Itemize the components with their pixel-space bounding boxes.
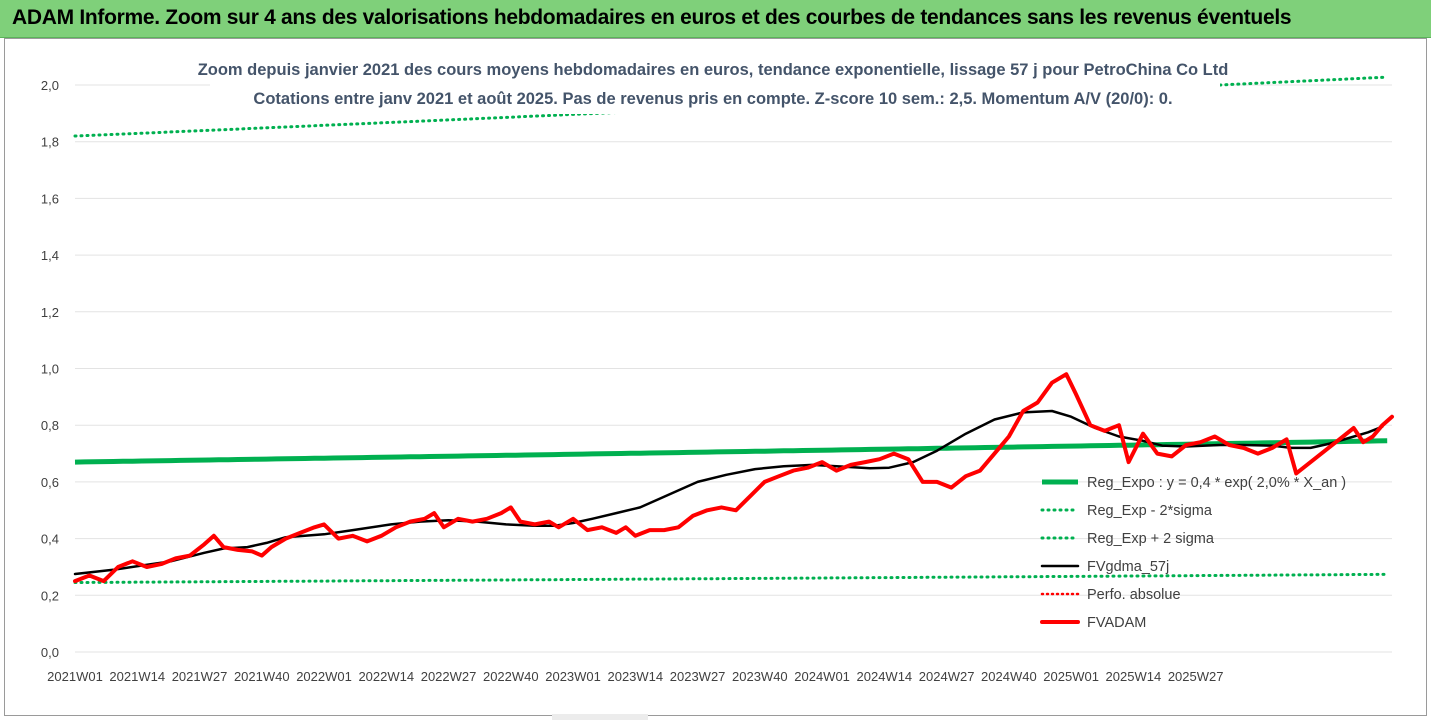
x-tick-label: 2022W14	[358, 669, 414, 684]
y-tick-label: 1,6	[41, 191, 59, 206]
x-tick-label: 2021W27	[172, 669, 228, 684]
x-tick-label: 2025W14	[1106, 669, 1162, 684]
legend-label: Reg_Exp - 2*sigma	[1087, 503, 1213, 519]
x-tick-label: 2024W27	[919, 669, 975, 684]
fvgdma-57j-line	[73, 409, 1384, 576]
chart-subtitle: Cotations entre janv 2021 et août 2025. …	[253, 90, 1172, 108]
y-tick-label: 1,0	[41, 362, 59, 377]
y-axis-ticks: 0,0 0,2 0,4 0,6 0,8 1,0 1,2 1,4 1,6 1,8 2,0	[41, 78, 59, 660]
reg-expo-line	[74, 438, 1388, 465]
x-tick-label: 2021W14	[109, 669, 165, 684]
legend-label: FVADAM	[1087, 615, 1146, 631]
legend-label: Perfo. absolue	[1087, 587, 1181, 603]
title-background	[210, 54, 1220, 114]
y-tick-label: 1,8	[41, 135, 59, 150]
x-tick-label: 2025W01	[1043, 669, 1099, 684]
grid-lines	[75, 84, 1392, 653]
x-tick-label: 2022W27	[421, 669, 477, 684]
chart-title: Zoom depuis janvier 2021 des cours moyen…	[198, 61, 1229, 79]
chart-titles: Zoom depuis janvier 2021 des cours moyen…	[198, 54, 1229, 114]
x-tick-label: 2023W27	[670, 669, 726, 684]
x-tick-label: 2024W14	[857, 669, 913, 684]
y-tick-label: 0,2	[41, 588, 59, 603]
legend-label: Reg_Exp + 2 sigma	[1087, 531, 1215, 547]
reg-exp-minus-2sigma-line	[73, 572, 1389, 584]
y-tick-label: 0,6	[41, 475, 59, 490]
report-header: ADAM Informe. Zoom sur 4 ans des valoris…	[0, 0, 1431, 38]
x-tick-label: 2021W40	[234, 669, 290, 684]
y-tick-label: 0,8	[41, 418, 59, 433]
legend: Reg_Expo : y = 0,4 * exp( 2,0% * X_an ) R…	[1040, 475, 1346, 631]
y-tick-label: 0,4	[41, 532, 59, 547]
series-lines	[73, 75, 1394, 584]
legend-label: FVgdma_57j	[1087, 559, 1169, 575]
x-tick-label: 2024W40	[981, 669, 1037, 684]
x-tick-label: 2023W01	[545, 669, 601, 684]
x-axis-ticks: 2021W01 2021W14 2021W27 2021W40 2022W01 2022W…	[47, 669, 1223, 684]
legend-label: Reg_Expo : y = 0,4 * exp( 2,0% * X_an )	[1087, 475, 1346, 491]
fvadam-line	[73, 372, 1394, 584]
x-tick-label: 2022W40	[483, 669, 539, 684]
x-tick-label: 2024W01	[794, 669, 850, 684]
y-tick-label: 1,2	[41, 305, 59, 320]
y-tick-label: 0,0	[41, 645, 59, 660]
scroll-indicator	[552, 714, 648, 720]
x-tick-label: 2021W01	[47, 669, 103, 684]
x-tick-label: 2023W40	[732, 669, 788, 684]
x-tick-label: 2022W01	[296, 669, 352, 684]
y-tick-label: 1,4	[41, 248, 59, 263]
report-title: ADAM Informe. Zoom sur 4 ans des valoris…	[12, 6, 1292, 29]
x-tick-label: 2025W27	[1168, 669, 1224, 684]
chart-frame	[4, 38, 1427, 716]
x-tick-label: 2023W14	[607, 669, 663, 684]
y-tick-label: 2,0	[41, 78, 59, 93]
